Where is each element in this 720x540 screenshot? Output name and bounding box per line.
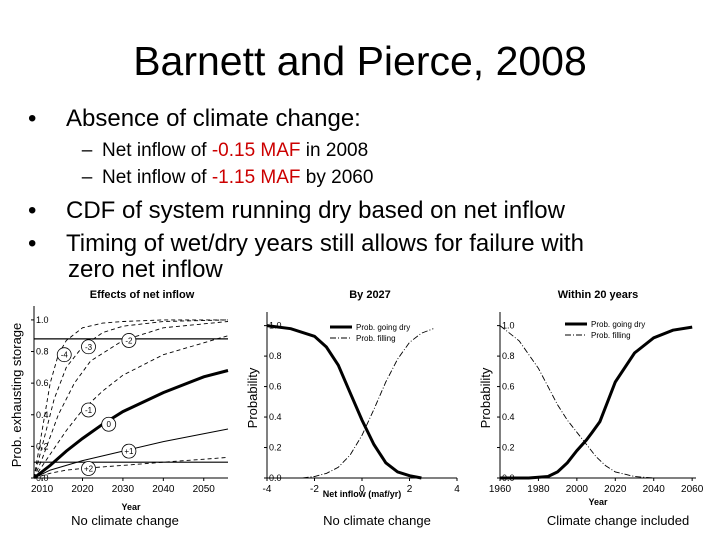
series-label-circle bbox=[56, 347, 72, 363]
subbullet-prefix: Net inflow of bbox=[102, 140, 212, 161]
y-tick-label: 0.6 bbox=[502, 382, 515, 392]
series-line bbox=[33, 319, 228, 479]
bullet-absence: • Absence of climate change: bbox=[28, 104, 361, 133]
caption-chart-1: No climate change bbox=[71, 513, 179, 528]
y-tick-label: 0.6 bbox=[269, 382, 282, 392]
bullet-text: CDF of system running dry based on net i… bbox=[66, 197, 565, 224]
x-tick-label: 2040 bbox=[152, 484, 175, 495]
subbullet-prefix: Net inflow of bbox=[102, 167, 212, 188]
series-line bbox=[500, 325, 693, 480]
series-label-circle bbox=[81, 461, 96, 476]
slide-title: Barnett and Pierce, 2008 bbox=[133, 38, 587, 84]
series-label-circle bbox=[101, 416, 117, 432]
subbullet-2060: – Net inflow of -1.15 MAF by 2060 bbox=[72, 166, 374, 189]
x-axis-label: Year bbox=[121, 502, 141, 512]
x-tick-label: 2 bbox=[407, 484, 413, 495]
bullet-timing: • Timing of wet/dry years still allows fo… bbox=[28, 229, 584, 258]
series-line bbox=[33, 369, 229, 480]
y-tick-label: 0.2 bbox=[502, 443, 515, 453]
chart-net-inflow-effects: Effects of net inflow0.00.20.40.60.81.02… bbox=[10, 289, 229, 512]
legend-label: Prob. filling bbox=[356, 334, 396, 343]
x-tick-label: 2010 bbox=[31, 484, 54, 495]
y-tick-label: 0.0 bbox=[269, 473, 282, 483]
x-tick-label: 2050 bbox=[193, 484, 216, 495]
series-line bbox=[266, 324, 422, 480]
x-tick-label: -2 bbox=[310, 484, 319, 495]
x-tick-label: 2040 bbox=[643, 484, 666, 495]
x-tick-label: 2000 bbox=[566, 484, 589, 495]
subbullet-2008: – Net inflow of -0.15 MAF in 2008 bbox=[72, 139, 368, 162]
series-label-circle bbox=[121, 443, 137, 459]
bullet-text: Absence of climate change: bbox=[66, 105, 361, 132]
series-line bbox=[33, 456, 229, 479]
x-tick-label: 4 bbox=[454, 484, 460, 495]
legend-label: Prob. filling bbox=[591, 331, 631, 340]
series-line bbox=[302, 328, 434, 479]
y-tick-label: 0.6 bbox=[36, 378, 49, 388]
series-label: -2 bbox=[125, 336, 133, 345]
y-tick-label: 0.2 bbox=[36, 441, 49, 451]
x-tick-label: 2060 bbox=[681, 484, 704, 495]
bullet-continuation: zero net inflow bbox=[68, 256, 223, 283]
y-tick-label: 0.2 bbox=[269, 443, 282, 453]
series-label: +1 bbox=[124, 447, 134, 456]
series-label-circle bbox=[121, 333, 137, 348]
series-label-circle bbox=[81, 339, 96, 355]
x-tick-label: 2020 bbox=[604, 484, 627, 495]
y-axis-label: Probability bbox=[478, 367, 493, 428]
x-tick-label: 1960 bbox=[489, 484, 512, 495]
x-tick-label: 2030 bbox=[112, 484, 135, 495]
series-label: -1 bbox=[85, 406, 93, 415]
x-tick-label: 2020 bbox=[71, 484, 94, 495]
y-tick-label: 0.4 bbox=[502, 412, 515, 422]
chart-title: Within 20 years bbox=[558, 289, 639, 301]
y-axis-label: Prob. exhausting storage bbox=[10, 323, 24, 468]
x-tick-label: 1980 bbox=[527, 484, 550, 495]
x-axis-label: Year bbox=[588, 497, 608, 507]
subbullet-value: -0.15 MAF bbox=[211, 140, 301, 161]
series-label: -3 bbox=[85, 343, 93, 352]
y-tick-label: 0.8 bbox=[502, 351, 515, 361]
x-axis-label: Net inflow (maf/yr) bbox=[323, 489, 402, 499]
bullet-icon: • bbox=[28, 105, 37, 132]
series-label-circle bbox=[81, 402, 96, 418]
caption-chart-3: Climate change included bbox=[546, 513, 690, 528]
subbullet-value: -1.15 MAF bbox=[211, 167, 301, 188]
bullet-icon: • bbox=[28, 197, 37, 224]
bullet-cdf: • CDF of system running dry based on net … bbox=[28, 196, 565, 225]
y-tick-label: 0.8 bbox=[269, 351, 282, 361]
y-axis-label: Probability bbox=[245, 367, 260, 428]
subbullet-suffix: by 2060 bbox=[300, 167, 374, 188]
subbullet-suffix: in 2008 bbox=[300, 140, 369, 161]
dash-icon: – bbox=[81, 140, 93, 161]
caption-chart-2: No climate change bbox=[323, 513, 431, 528]
bullet-icon: • bbox=[28, 230, 37, 257]
legend-label: Prob. going dry bbox=[356, 323, 410, 332]
chart-title: Effects of net inflow bbox=[90, 289, 195, 301]
y-tick-label: 0.4 bbox=[36, 410, 49, 420]
bullet-text: Timing of wet/dry years still allows for… bbox=[66, 230, 584, 257]
series-line bbox=[33, 321, 229, 479]
series-label: -4 bbox=[61, 351, 69, 360]
y-tick-label: 0.8 bbox=[36, 347, 49, 357]
x-tick-label: -4 bbox=[263, 484, 272, 495]
x-tick-label: 0 bbox=[359, 484, 365, 495]
legend-label: Prob. going dry bbox=[591, 320, 645, 329]
dash-icon: – bbox=[81, 167, 93, 188]
series-label: +2 bbox=[84, 465, 94, 474]
series-line bbox=[33, 428, 229, 479]
series-line bbox=[499, 325, 693, 479]
series-label: 0 bbox=[106, 420, 111, 429]
y-tick-label: 1.0 bbox=[36, 315, 49, 325]
y-tick-label: 1.0 bbox=[502, 321, 515, 331]
chart-title: By 2027 bbox=[349, 289, 391, 301]
y-tick-label: 0.4 bbox=[269, 412, 282, 422]
